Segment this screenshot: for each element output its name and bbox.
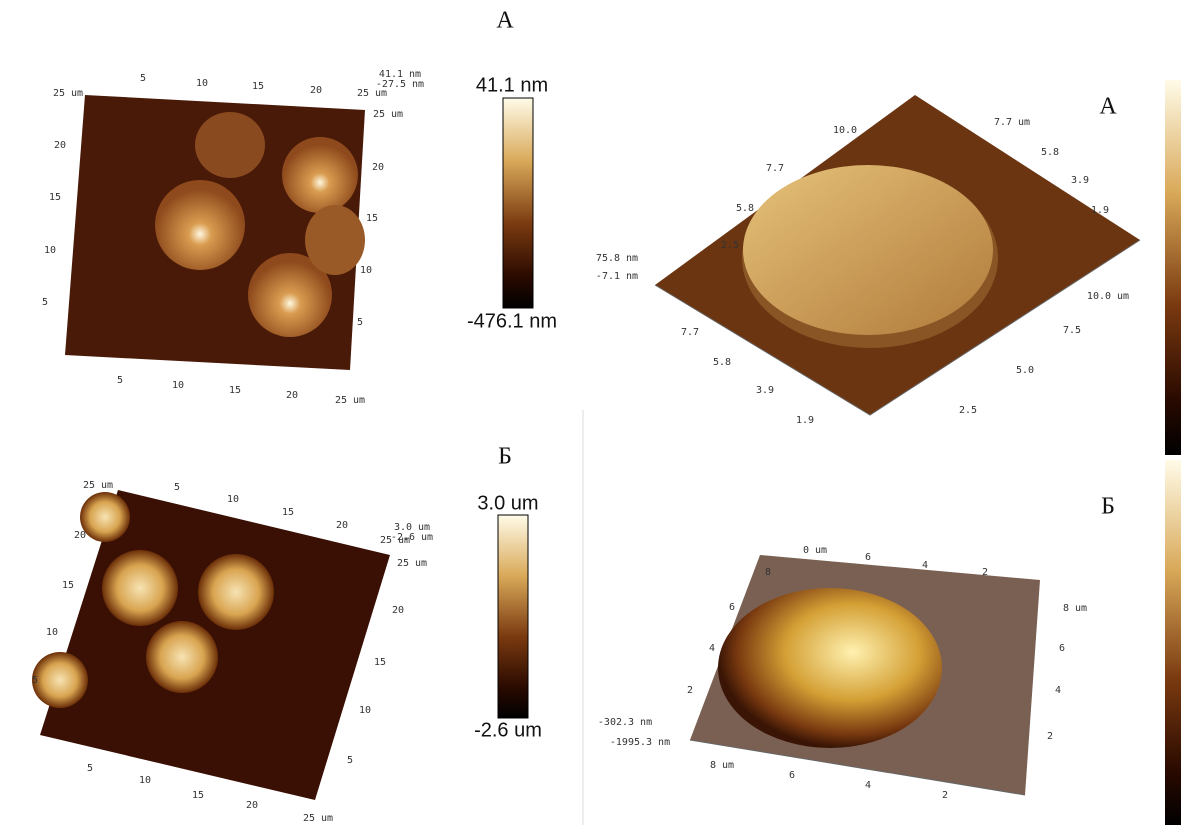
tick-label: 10.0 um [1087,291,1129,302]
tick-label: 10.0 [833,125,857,136]
tick-label: 20 [336,520,348,531]
colorbar-min: -2.6 um [474,719,542,741]
tick-label: -7.1 nm [596,271,638,282]
tick-label: 5.0 [1016,365,1034,376]
tick-label: 4 [865,780,871,791]
tick-label: -1995.3 nm [610,737,670,748]
tick-label: 3.9 [1071,175,1089,186]
tick-label: 20 [372,162,384,173]
colorbar-max: 41.1 nm [476,74,548,96]
tick-label: 5.8 [1041,147,1059,158]
figure: А А Б Б 41.1 nm -476.1 nm 3.0 um -2.6 um… [0,0,1189,825]
tick-label: 15 [374,657,386,668]
tick-label: 10 [172,380,184,391]
tick-label: 25 um [303,813,333,824]
tick-label: 20 [310,85,322,96]
map-a [65,95,365,370]
tick-label: 2 [1047,731,1053,742]
tick-label: 20 [54,140,66,151]
tick-label: 10 [227,494,239,505]
tick-label: 10 [360,265,372,276]
tick-label: 2.5 [721,240,739,251]
colorbar-max: 3.0 um [477,492,538,514]
tick-label: 15 [229,385,241,396]
tick-label: 5.8 [713,357,731,368]
tick-label: 2 [942,790,948,801]
tick-label: 25 um [380,535,410,546]
tick-label: 10 [359,705,371,716]
tick-label: 3.9 [756,385,774,396]
tick-label: 6 [865,552,871,563]
tick-label: 7.7 [681,327,699,338]
figure-label: А [1099,94,1117,120]
figure-label: А [496,8,514,34]
tick-label: -302.3 nm [598,717,652,728]
tick-label: 5 [42,297,48,308]
tick-label: 7.7 [766,163,784,174]
tick-label: 10 [139,775,151,786]
tick-label: 6 [1059,643,1065,654]
tick-label: 20 [246,800,258,811]
tick-label: 5.8 [736,203,754,214]
colorbar-b [498,515,528,718]
tick-label: 25 um [397,558,427,569]
tick-label: 5 [87,763,93,774]
tick-label: 25 um [53,88,83,99]
tick-label: 15 [49,192,61,203]
tick-label: 2 [687,685,693,696]
tick-label: 20 [74,530,86,541]
colorbar-a [503,98,533,308]
tick-label: 5 [357,317,363,328]
tick-label: 6 [729,602,735,613]
tick-label: 5 [347,755,353,766]
tick-label: 15 [62,580,74,591]
colorbar-strip [1165,80,1181,455]
tick-label: 5 [174,482,180,493]
tick-label: 5 [32,675,38,686]
tick-label: 15 [252,81,264,92]
tick-label: 7.7 um [994,117,1030,128]
tick-label: 1.9 [1091,205,1109,216]
tick-label: 5 [140,73,146,84]
surface-b [690,555,1040,795]
tick-label: 10 [44,245,56,256]
tick-label: 4 [922,560,928,571]
tick-label: 6 [789,770,795,781]
tick-label: 15 [192,790,204,801]
tick-label: 25 um [335,395,365,406]
tick-label: 25 um [357,88,387,99]
tick-label: 8 [765,567,771,578]
tick-label: 15 [366,213,378,224]
colorbar-min: -476.1 nm [467,310,557,332]
tick-label: 75.8 nm [596,253,638,264]
tick-label: 15 [282,507,294,518]
tick-label: 25 um [83,480,113,491]
tick-label: 4 [709,643,715,654]
tick-label: 20 [392,605,404,616]
tick-label: 7.5 [1063,325,1081,336]
tick-label: 10 [196,78,208,89]
tick-label: 2 [982,567,988,578]
tick-label: 5 [117,375,123,386]
colorbar-strip [1165,460,1181,825]
figure-label: Б [1101,494,1115,520]
tick-label: 2.5 [959,405,977,416]
tick-label: 25 um [373,109,403,120]
tick-label: 20 [286,390,298,401]
tick-label: 1.9 [796,415,814,426]
tick-label: 8 um [1063,603,1087,614]
figure-label: Б [498,444,512,470]
tick-label: 4 [1055,685,1061,696]
tick-label: 8 um [710,760,734,771]
tick-label: 0 um [803,545,827,556]
tick-label: 10 [46,627,58,638]
